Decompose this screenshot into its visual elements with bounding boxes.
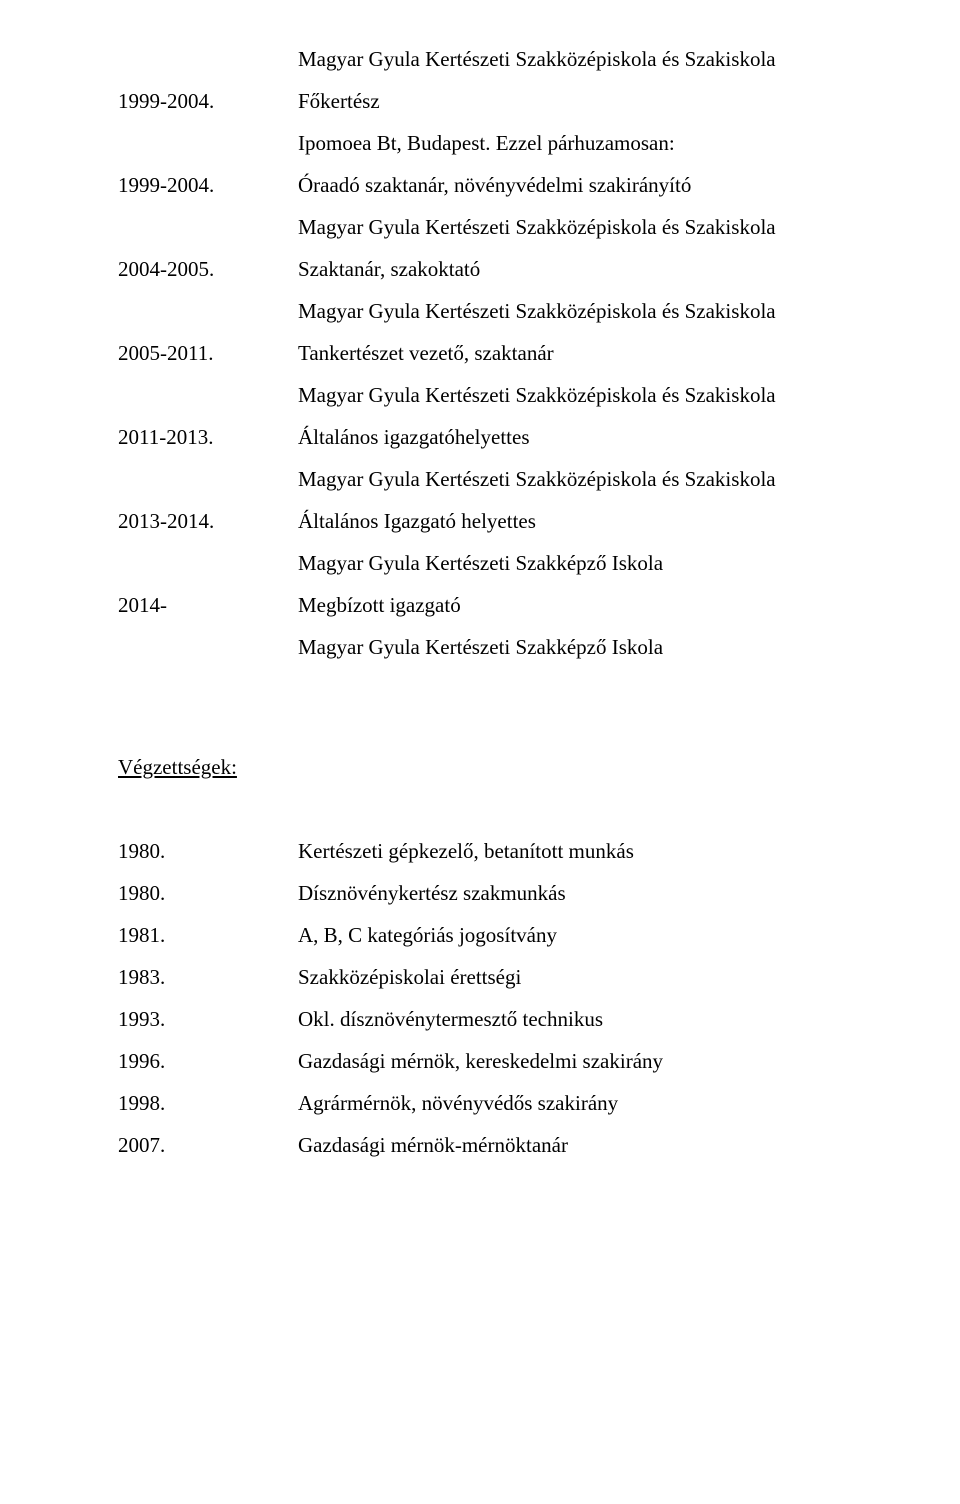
qualification-row: 1998. Agrármérnök, növényvédős szakirány: [118, 1082, 842, 1124]
qualification-item: Szakközépiskolai érettségi: [298, 956, 842, 998]
school-line: Magyar Gyula Kertészeti Szakközépiskola …: [298, 38, 842, 80]
qualification-row: 1983. Szakközépiskolai érettségi: [118, 956, 842, 998]
qualification-year: 1993.: [118, 998, 298, 1040]
career-role: Általános igazgatóhelyettes: [298, 416, 842, 458]
career-role: Óraadó szaktanár, növényvédelmi szakirán…: [298, 164, 842, 206]
qualification-item: A, B, C kategóriás jogosítvány: [298, 914, 842, 956]
qualification-year: 1980.: [118, 872, 298, 914]
qualification-item: Okl. dísznövénytermesztő technikus: [298, 998, 842, 1040]
qualification-year: 2007.: [118, 1124, 298, 1166]
school-line: Magyar Gyula Kertészeti Szakképző Iskola: [298, 542, 842, 584]
career-row: 2013-2014. Általános Igazgató helyettes: [118, 500, 842, 542]
school-line: Magyar Gyula Kertészeti Szakképző Iskola: [298, 626, 842, 668]
career-role: Szaktanár, szakoktató: [298, 248, 842, 290]
qualification-row: 1980. Kertészeti gépkezelő, betanított m…: [118, 830, 842, 872]
school-line: Magyar Gyula Kertészeti Szakközépiskola …: [298, 206, 842, 248]
qualification-year: 1980.: [118, 830, 298, 872]
career-year: 1999-2004.: [118, 80, 298, 122]
career-role: Tankertészet vezető, szaktanár: [298, 332, 842, 374]
career-year: 2014-: [118, 584, 298, 626]
qualification-year: 1996.: [118, 1040, 298, 1082]
qualification-row: 2007. Gazdasági mérnök-mérnöktanár: [118, 1124, 842, 1166]
career-row: 2005-2011. Tankertészet vezető, szaktaná…: [118, 332, 842, 374]
career-row: 2011-2013. Általános igazgatóhelyettes: [118, 416, 842, 458]
qualification-item: Gazdasági mérnök-mérnöktanár: [298, 1124, 842, 1166]
qualification-year: 1998.: [118, 1082, 298, 1124]
school-line: Magyar Gyula Kertészeti Szakközépiskola …: [298, 458, 842, 500]
career-year: 1999-2004.: [118, 164, 298, 206]
qualification-year: 1983.: [118, 956, 298, 998]
career-role: Általános Igazgató helyettes: [298, 500, 842, 542]
career-role: Főkertész: [298, 80, 842, 122]
career-sub: Ipomoea Bt, Budapest. Ezzel párhuzamosan…: [298, 122, 842, 164]
qualification-row: 1993. Okl. dísznövénytermesztő technikus: [118, 998, 842, 1040]
qualification-row: 1980. Dísznövénykertész szakmunkás: [118, 872, 842, 914]
career-row: 2014- Megbízott igazgató: [118, 584, 842, 626]
qualification-item: Agrármérnök, növényvédős szakirány: [298, 1082, 842, 1124]
career-year: 2013-2014.: [118, 500, 298, 542]
qualification-item: Dísznövénykertész szakmunkás: [298, 872, 842, 914]
career-row: 1999-2004. Óraadó szaktanár, növényvédel…: [118, 164, 842, 206]
school-line: Magyar Gyula Kertészeti Szakközépiskola …: [298, 290, 842, 332]
qualification-item: Gazdasági mérnök, kereskedelmi szakirány: [298, 1040, 842, 1082]
career-row: 2004-2005. Szaktanár, szakoktató: [118, 248, 842, 290]
school-line: Magyar Gyula Kertészeti Szakközépiskola …: [298, 374, 842, 416]
career-year: 2005-2011.: [118, 332, 298, 374]
career-row: 1999-2004. Főkertész: [118, 80, 842, 122]
qualification-row: 1996. Gazdasági mérnök, kereskedelmi sza…: [118, 1040, 842, 1082]
qualification-item: Kertészeti gépkezelő, betanított munkás: [298, 830, 842, 872]
qualification-year: 1981.: [118, 914, 298, 956]
qualifications-heading: Végzettségek:: [118, 746, 842, 788]
career-role: Megbízott igazgató: [298, 584, 842, 626]
career-year: 2011-2013.: [118, 416, 298, 458]
career-year: 2004-2005.: [118, 248, 298, 290]
qualification-row: 1981. A, B, C kategóriás jogosítvány: [118, 914, 842, 956]
